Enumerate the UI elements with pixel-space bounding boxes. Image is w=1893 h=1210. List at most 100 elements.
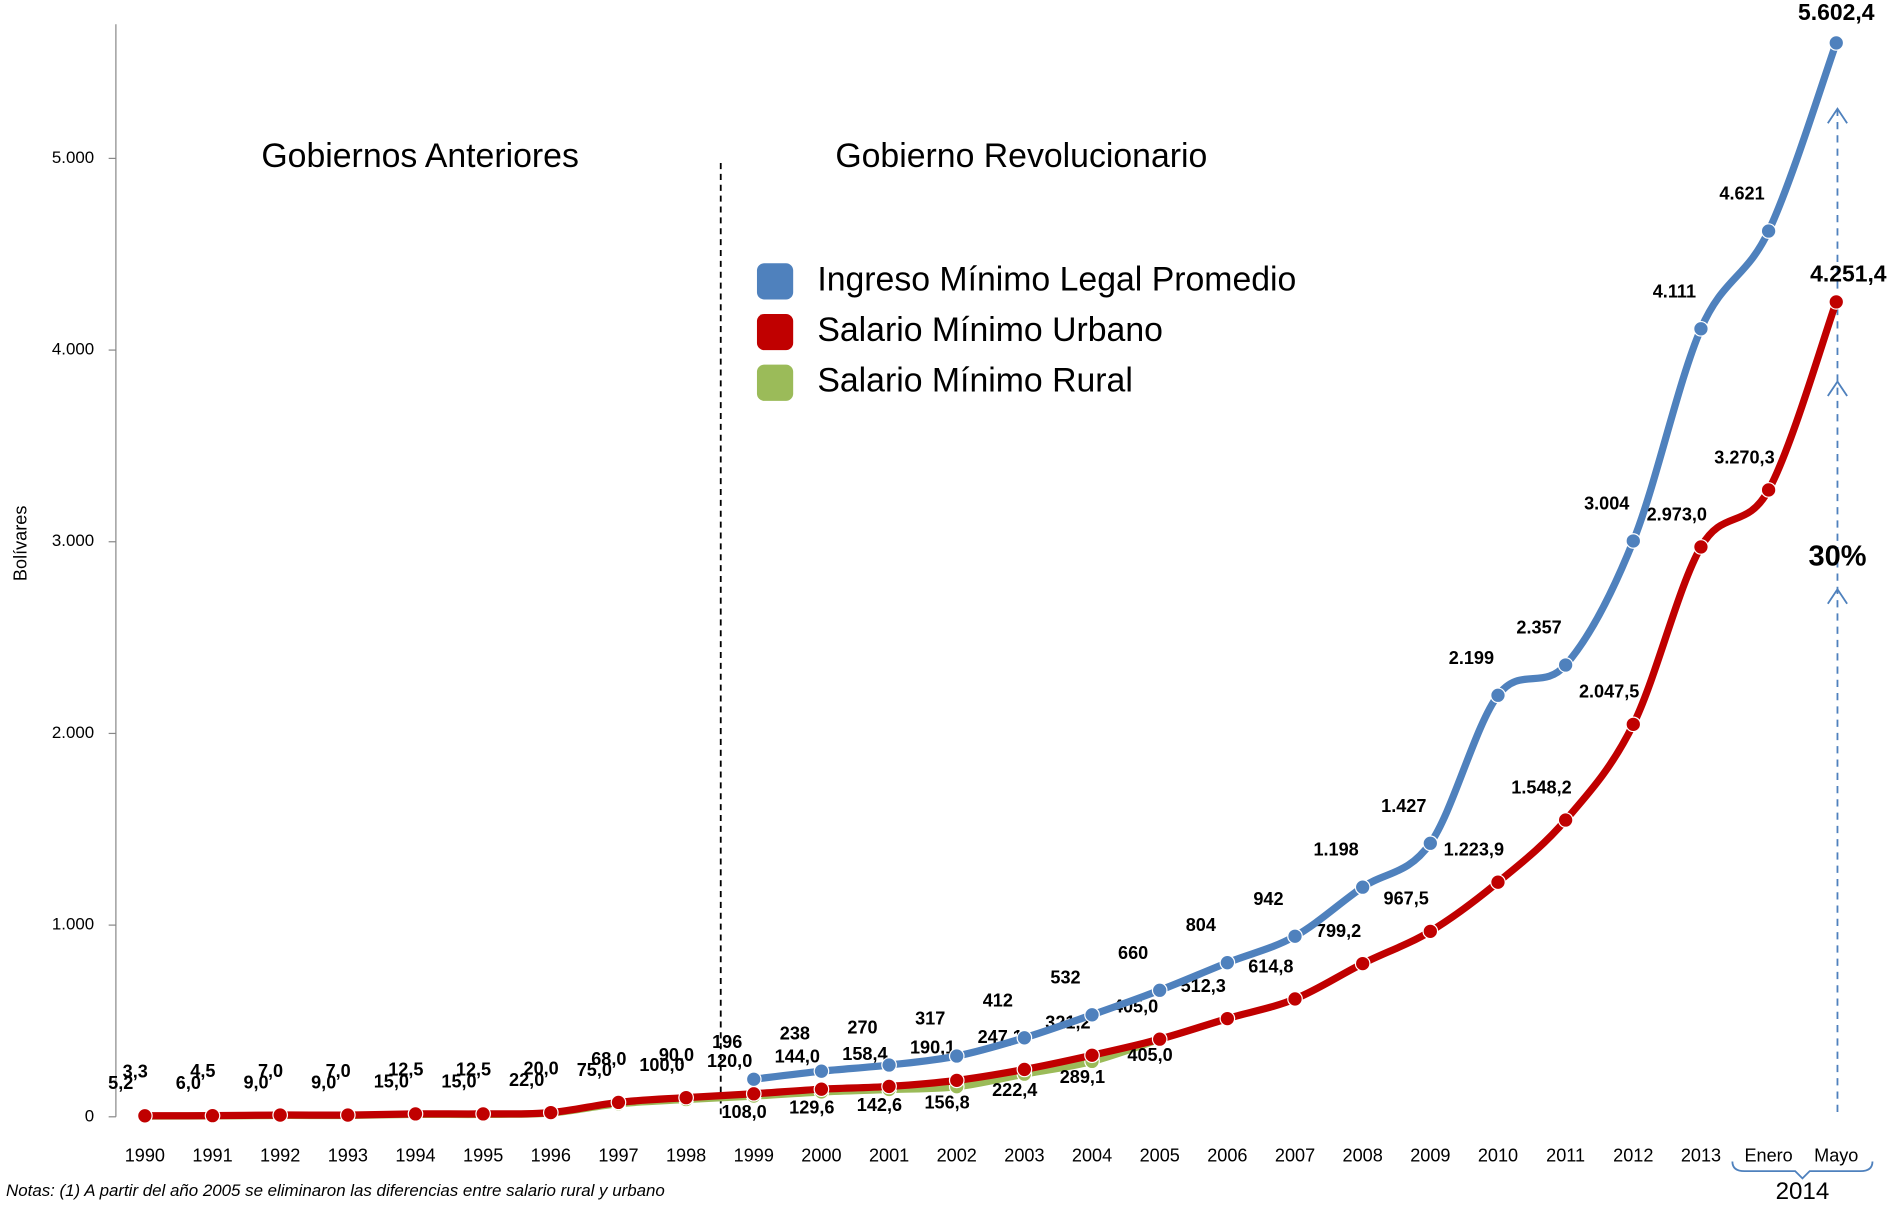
series-line bbox=[141, 1035, 1164, 1120]
data-label: 1.223,9 bbox=[1444, 840, 1504, 860]
data-label: 3.270,3 bbox=[1714, 447, 1774, 467]
data-label: 108,0 bbox=[721, 1102, 766, 1122]
marker bbox=[1151, 982, 1168, 999]
legend-swatch bbox=[756, 364, 794, 401]
annotation: 30% bbox=[1808, 540, 1866, 572]
data-label: 614,8 bbox=[1248, 956, 1293, 976]
data-label: 270 bbox=[847, 1018, 877, 1038]
marker bbox=[1557, 812, 1574, 828]
marker bbox=[813, 1081, 830, 1098]
data-label: 2.047,5 bbox=[1579, 682, 1639, 702]
marker bbox=[1151, 1031, 1168, 1048]
marker bbox=[1760, 482, 1777, 498]
marker bbox=[813, 1063, 830, 1080]
data-label: 100,0 bbox=[639, 1055, 684, 1075]
data-label: 158,4 bbox=[842, 1044, 887, 1064]
x-tick-label: 2009 bbox=[1410, 1145, 1450, 1165]
data-label: 190,1 bbox=[910, 1038, 955, 1058]
x-tick-label: 1994 bbox=[395, 1145, 435, 1165]
y-axis-label: Bolívares bbox=[11, 506, 31, 581]
marker bbox=[1693, 539, 1709, 555]
data-label: 222,4 bbox=[992, 1080, 1037, 1100]
x-tick-label: Enero bbox=[1744, 1145, 1792, 1165]
marker bbox=[1625, 533, 1642, 549]
marker bbox=[1422, 835, 1439, 852]
data-label: 7,0 bbox=[258, 1061, 283, 1081]
x-tick-label: 2010 bbox=[1478, 1145, 1518, 1165]
data-label: 405,0 bbox=[1127, 1045, 1172, 1065]
marker bbox=[1084, 1047, 1100, 1064]
y-tick-label: 0 bbox=[85, 1106, 94, 1125]
marker bbox=[1760, 223, 1777, 239]
legend-swatch bbox=[756, 263, 794, 300]
data-label: 2.973,0 bbox=[1647, 504, 1707, 524]
y-tick-label: 2.000 bbox=[52, 723, 94, 742]
data-label: 317 bbox=[915, 1009, 945, 1029]
x-tick-label: 2012 bbox=[1613, 1145, 1653, 1165]
marker bbox=[1219, 954, 1236, 971]
marker bbox=[272, 1107, 289, 1123]
data-label: 532 bbox=[1050, 967, 1080, 987]
marker bbox=[137, 1107, 153, 1124]
data-label: 20,0 bbox=[524, 1058, 559, 1078]
x-tick-label: 1998 bbox=[666, 1145, 706, 1165]
y-tick-label: 1.000 bbox=[52, 915, 94, 934]
data-label: 238 bbox=[780, 1024, 810, 1044]
x-tick-label: 1993 bbox=[328, 1145, 368, 1165]
note: Notas: (1) A partir del año 2005 se elim… bbox=[6, 1181, 665, 1200]
data-label: 9,0 bbox=[243, 1072, 268, 1092]
legend-label: Salario Mínimo Urbano bbox=[817, 311, 1163, 349]
x-tick-label: 2003 bbox=[1004, 1145, 1044, 1165]
y-tick-label: 5.000 bbox=[52, 148, 94, 167]
legend-label: Salario Mínimo Rural bbox=[817, 362, 1133, 400]
marker bbox=[1016, 1061, 1033, 1078]
data-label: 4.111 bbox=[1653, 281, 1696, 301]
data-label: 12,5 bbox=[456, 1060, 491, 1080]
data-label: 804 bbox=[1186, 915, 1216, 935]
marker bbox=[1625, 716, 1642, 733]
series-line bbox=[141, 298, 1840, 1120]
marker bbox=[407, 1106, 424, 1122]
data-label: 2.199 bbox=[1449, 648, 1494, 668]
x-tick-label: 1996 bbox=[531, 1145, 571, 1165]
marker bbox=[1354, 955, 1371, 972]
y-tick-label: 4.000 bbox=[52, 340, 94, 359]
data-label: 120,0 bbox=[707, 1051, 752, 1071]
data-label: 4.251,4 bbox=[1810, 260, 1887, 286]
x-tick-label: 2001 bbox=[869, 1145, 909, 1165]
x-tick-label: 2004 bbox=[1072, 1145, 1112, 1165]
x-tick-label: 1997 bbox=[598, 1145, 638, 1165]
data-label: 5.602,4 bbox=[1798, 0, 1875, 25]
data-label: 4.621 bbox=[1719, 184, 1764, 204]
annotation: Gobierno Revolucionario bbox=[835, 137, 1207, 175]
marker bbox=[678, 1089, 694, 1106]
x-tick-label: 2013 bbox=[1681, 1145, 1721, 1165]
series-line bbox=[750, 39, 1840, 1083]
marker bbox=[475, 1106, 491, 1122]
marker bbox=[1490, 874, 1506, 891]
x-tick-label: 1991 bbox=[192, 1145, 232, 1165]
marker bbox=[1490, 687, 1506, 704]
marker bbox=[339, 1107, 356, 1123]
marker bbox=[1287, 928, 1303, 945]
data-label: 90,0 bbox=[659, 1045, 694, 1065]
data-label: 6,0 bbox=[176, 1073, 201, 1093]
marker bbox=[948, 1072, 965, 1089]
x-tick-label: 2011 bbox=[1546, 1145, 1585, 1165]
marker bbox=[1693, 320, 1709, 337]
marker bbox=[610, 1094, 627, 1111]
marker bbox=[1016, 1029, 1033, 1046]
data-label: 156,8 bbox=[924, 1092, 969, 1112]
marker bbox=[948, 1048, 965, 1064]
marker bbox=[1557, 657, 1574, 673]
x-tick-label: 1999 bbox=[734, 1145, 774, 1165]
x-tick-label: 2007 bbox=[1275, 1145, 1315, 1165]
x-tick-label: 2006 bbox=[1207, 1145, 1247, 1165]
data-label: 799,2 bbox=[1316, 921, 1361, 941]
marker bbox=[1422, 923, 1439, 940]
data-label: 5,2 bbox=[108, 1073, 133, 1093]
data-label: 2.357 bbox=[1516, 618, 1561, 638]
data-label: 3,3 bbox=[123, 1061, 148, 1081]
data-label: 7,0 bbox=[326, 1061, 351, 1081]
